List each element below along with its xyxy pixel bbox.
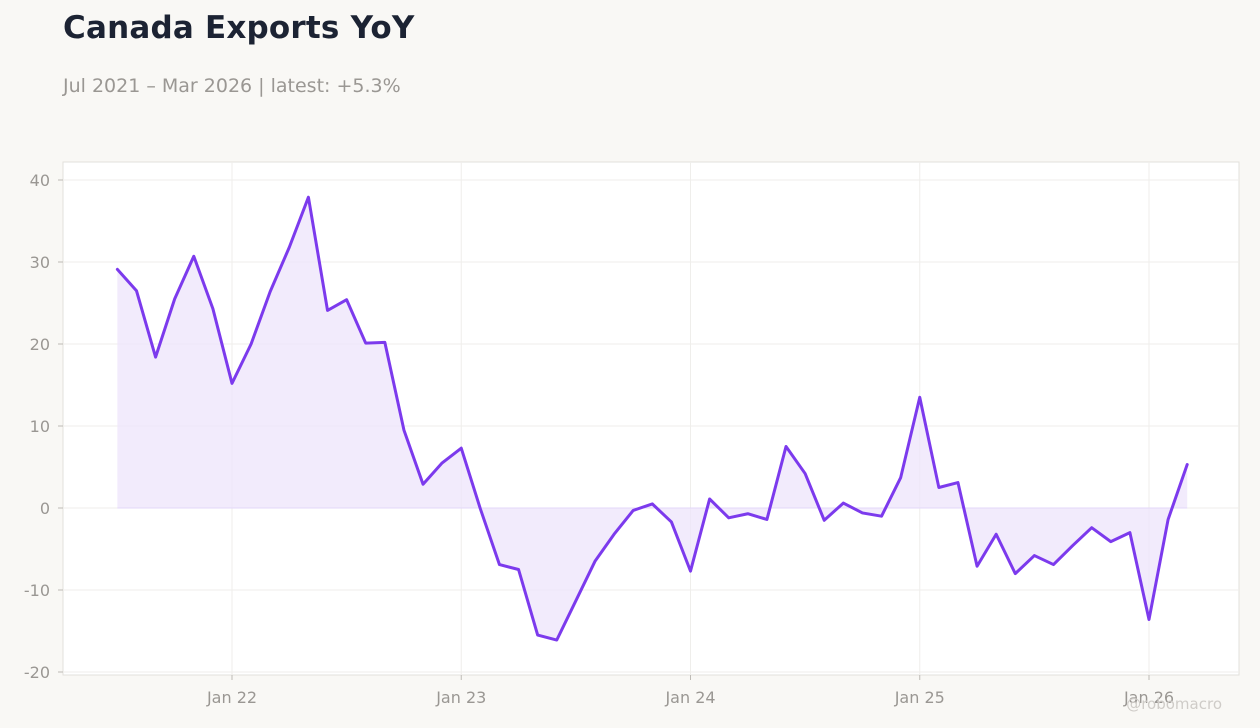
y-tick-label: 40 xyxy=(30,171,50,190)
data-point xyxy=(785,445,788,448)
data-point xyxy=(651,502,654,505)
data-point xyxy=(498,563,501,566)
data-point xyxy=(1014,572,1017,575)
data-point xyxy=(689,570,692,573)
data-point xyxy=(288,246,291,249)
data-point xyxy=(1128,531,1131,534)
series-area-fill xyxy=(117,197,1188,641)
data-point xyxy=(804,472,807,475)
data-point xyxy=(593,560,596,563)
data-point xyxy=(422,483,425,486)
data-point xyxy=(746,512,749,515)
data-point xyxy=(173,297,176,300)
data-point xyxy=(269,290,272,293)
data-point xyxy=(670,520,673,523)
data-point xyxy=(1071,544,1074,547)
data-point xyxy=(364,342,367,345)
data-point xyxy=(192,255,195,258)
data-point xyxy=(613,533,616,536)
data-point xyxy=(154,356,157,359)
data-point xyxy=(517,568,520,571)
data-point xyxy=(441,461,444,464)
data-point xyxy=(880,515,883,518)
y-tick-label: -20 xyxy=(24,663,50,682)
data-point xyxy=(211,307,214,310)
data-point xyxy=(937,486,940,489)
data-point xyxy=(956,481,959,484)
watermark: @robomacro xyxy=(1126,695,1222,713)
data-point xyxy=(479,507,482,510)
y-tick-label: 30 xyxy=(30,253,50,272)
y-tick-label: -10 xyxy=(24,581,50,600)
data-point xyxy=(823,519,826,522)
series-line xyxy=(115,195,1189,642)
data-point xyxy=(842,502,845,505)
data-point xyxy=(555,639,558,642)
x-tick-label: Jan 23 xyxy=(435,688,486,707)
x-tick-label: Jan 24 xyxy=(664,688,715,707)
data-point xyxy=(899,476,902,479)
data-point xyxy=(1033,554,1036,557)
y-tick-label: 20 xyxy=(30,335,50,354)
data-point xyxy=(402,429,405,432)
data-point xyxy=(1109,540,1112,543)
data-point xyxy=(135,289,138,292)
data-point xyxy=(632,509,635,512)
data-point xyxy=(116,268,119,271)
data-point xyxy=(1148,618,1151,621)
data-point xyxy=(708,497,711,500)
data-point xyxy=(383,341,386,344)
data-point xyxy=(727,516,730,519)
x-tick-label: Jan 25 xyxy=(894,688,945,707)
y-tick-label: 0 xyxy=(40,499,50,518)
data-point xyxy=(1090,526,1093,529)
chart-subtitle: Jul 2021 – Mar 2026 | latest: +5.3% xyxy=(63,75,401,97)
y-tick-label: 10 xyxy=(30,417,50,436)
data-point xyxy=(250,343,253,346)
data-point xyxy=(307,196,310,199)
data-point xyxy=(995,533,998,536)
data-point xyxy=(861,511,864,514)
data-point xyxy=(1167,518,1170,521)
data-point xyxy=(765,518,768,521)
data-point xyxy=(976,565,979,568)
data-point xyxy=(536,634,539,637)
data-point xyxy=(460,447,463,450)
data-point xyxy=(231,382,234,385)
chart-title: Canada Exports YoY xyxy=(63,10,415,46)
data-point xyxy=(918,396,921,399)
x-tick-label: Jan 22 xyxy=(206,688,257,707)
data-point xyxy=(1186,463,1189,466)
data-point xyxy=(574,599,577,602)
x-tick-label: Jan 26 xyxy=(1123,688,1174,707)
data-point xyxy=(345,298,348,301)
data-point xyxy=(1052,563,1055,566)
data-point xyxy=(326,309,329,312)
